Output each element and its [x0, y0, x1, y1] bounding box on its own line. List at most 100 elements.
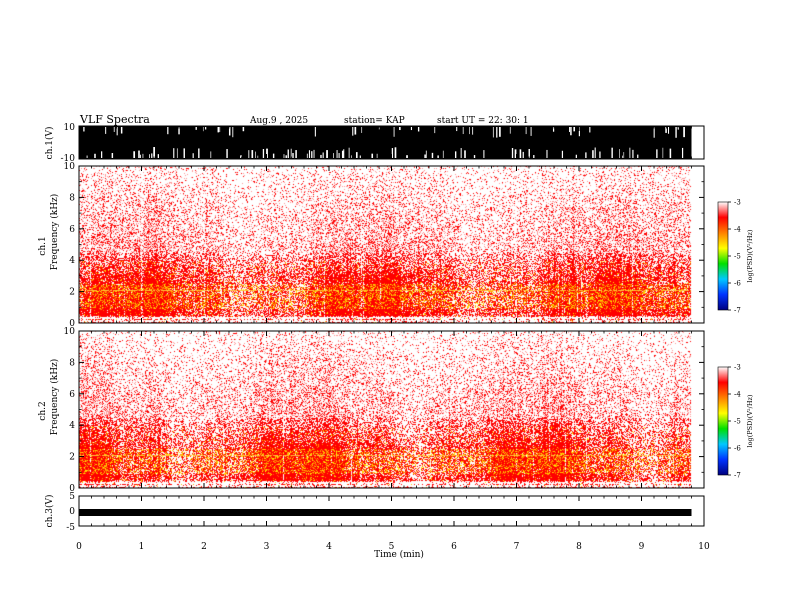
- ch1-waveform-gap: [632, 149, 634, 158]
- ch1-waveform-gap: [406, 155, 408, 158]
- ch1-spectrogram-yticks: 0 2 4 6 8 10: [64, 162, 704, 329]
- ch1-waveform-gap: [195, 127, 197, 130]
- ch1-waveform-gap: [528, 148, 530, 158]
- colorbar-tick-label: -3: [734, 199, 741, 207]
- ch1-waveform-gap: [217, 127, 220, 133]
- ch1-waveform-gap: [338, 153, 340, 158]
- ch1-waveform-gap: [483, 150, 485, 158]
- ch1-waveform-gap: [569, 127, 570, 133]
- ch2-colorbar-ticks: -3 -4 -5 -6 -7: [728, 364, 741, 480]
- colorbar-tick-label: -4: [734, 391, 741, 399]
- ch1-waveform-gap: [552, 127, 555, 132]
- ch1-waveform-gap: [496, 127, 498, 138]
- ch1-waveform-gap: [251, 150, 254, 158]
- ch3-waveform-ylabel: ch.3(V): [44, 495, 55, 528]
- ch1-waveform-gap: [341, 150, 344, 158]
- ch1-waveform-gap: [348, 147, 350, 158]
- start-ut-label: start UT = 22: 30: 1: [437, 116, 529, 126]
- ch1-waveform-gap: [469, 127, 470, 135]
- ch1-waveform-gap: [637, 154, 639, 158]
- ch1-waveform-gap: [219, 127, 221, 133]
- ch2-spectrogram-yticks: 0 2 4 6 8 10: [64, 327, 704, 494]
- ch1-waveform-gap: [519, 149, 522, 158]
- ch1-waveform-gap: [101, 151, 103, 158]
- ch1-waveform-gap: [662, 147, 664, 158]
- ch2-spectrogram-ylabel-frequency: Frequency (kHz): [49, 359, 60, 436]
- ytick-label: 0: [69, 484, 75, 494]
- ch1-waveform-gap: [530, 127, 532, 136]
- station-label: station= KAP: [344, 116, 405, 126]
- ch1-waveform-gap: [326, 150, 328, 158]
- ch1-waveform-gap: [399, 127, 401, 131]
- ch1-waveform-gap: [242, 127, 245, 132]
- ch1-waveform-gap: [437, 155, 439, 158]
- ch1-waveform-gap: [393, 127, 395, 137]
- ch1-spectrogram-ylabel-channel: ch.1: [38, 236, 48, 255]
- ch1-waveform-gap: [313, 149, 315, 158]
- ch1-waveform-gap: [120, 127, 123, 134]
- ytick-label: 4: [69, 421, 75, 431]
- ch3-ytick-bottom: -5: [66, 523, 75, 533]
- ch1-waveform-gap: [311, 151, 313, 158]
- ch1-waveform-gap: [623, 152, 625, 158]
- ytick-label: 0: [69, 319, 75, 329]
- xtick-label: 5: [389, 542, 395, 552]
- ch1-waveform-gap: [232, 127, 234, 138]
- ch1-waveform-gap: [308, 150, 311, 158]
- ch1-waveform-gap: [611, 147, 613, 158]
- ch1-waveform-gap: [653, 127, 655, 138]
- ch1-waveform-gap: [314, 127, 316, 137]
- ytick-label: 8: [69, 358, 75, 368]
- ch1-waveform-gap: [255, 151, 257, 158]
- ch1-waveform-gap: [116, 127, 118, 136]
- ch1-waveform-gap: [499, 127, 501, 137]
- ch1-waveform-gap: [525, 127, 527, 135]
- ch1-waveform-gap: [431, 152, 434, 158]
- ch1-waveform-gap: [262, 149, 265, 158]
- colorbar-tick-label: -6: [734, 445, 741, 453]
- ch1-waveform-gap: [292, 152, 294, 158]
- ch1-waveform-gap: [157, 154, 159, 158]
- ch1-colorbar-ticks: -3 -4 -5 -6 -7: [728, 199, 741, 315]
- ch3-ytick-mid: 0: [69, 507, 75, 517]
- ch1-waveform-gap: [675, 127, 677, 138]
- xtick-label: 2: [201, 542, 207, 552]
- ch1-waveform-gap: [462, 127, 464, 135]
- ch1-waveform-gap: [167, 127, 169, 135]
- xtick-label: 9: [639, 542, 645, 552]
- ch1-waveform-gap: [111, 153, 114, 158]
- ch1-waveform-gap: [410, 127, 413, 131]
- ch1-waveform-panel: 10 -10 ch.1(V): [44, 123, 705, 164]
- colorbar-tick-label: -7: [734, 307, 741, 315]
- ch1-waveform-gap: [573, 127, 576, 132]
- ch1-waveform-gap: [681, 147, 684, 158]
- ch1-ytick-top: 10: [64, 123, 76, 133]
- ch1-waveform-gap: [561, 150, 564, 158]
- ch1-waveform-gap: [248, 150, 250, 158]
- ch3-ytick-top: 5: [69, 492, 75, 502]
- ch1-waveform-gap: [306, 153, 308, 158]
- ch1-waveform-gap: [86, 155, 88, 158]
- ch1-waveform-gap: [434, 127, 436, 134]
- ch3-waveform-panel: 5 0 -5 ch.3(V): [44, 492, 705, 533]
- ch1-waveform-gap: [578, 127, 580, 137]
- ch1-waveform-gap: [592, 150, 594, 158]
- ch1-waveform-gap: [336, 150, 338, 158]
- ch1-waveform-gap: [454, 151, 457, 158]
- ch1-colorbar-gradient: [717, 201, 729, 311]
- ch1-waveform-gap: [113, 127, 115, 132]
- ch1-waveform-gap: [376, 153, 378, 158]
- xtick-label: 6: [451, 542, 457, 552]
- colorbar-tick-label: -3: [734, 364, 741, 372]
- ytick-label: 6: [69, 225, 75, 235]
- date-label: Aug.9 , 2025: [249, 116, 308, 126]
- ytick-label: 2: [69, 288, 75, 298]
- ch1-waveform-gaps: [83, 127, 685, 158]
- ch1-waveform-gap: [677, 127, 679, 130]
- ch1-waveform-gap: [546, 149, 548, 158]
- xtick-label: 7: [514, 542, 520, 552]
- xtick-label: 0: [76, 542, 82, 552]
- ytick-label: 2: [69, 453, 75, 463]
- ch1-waveform-gap: [424, 154, 426, 158]
